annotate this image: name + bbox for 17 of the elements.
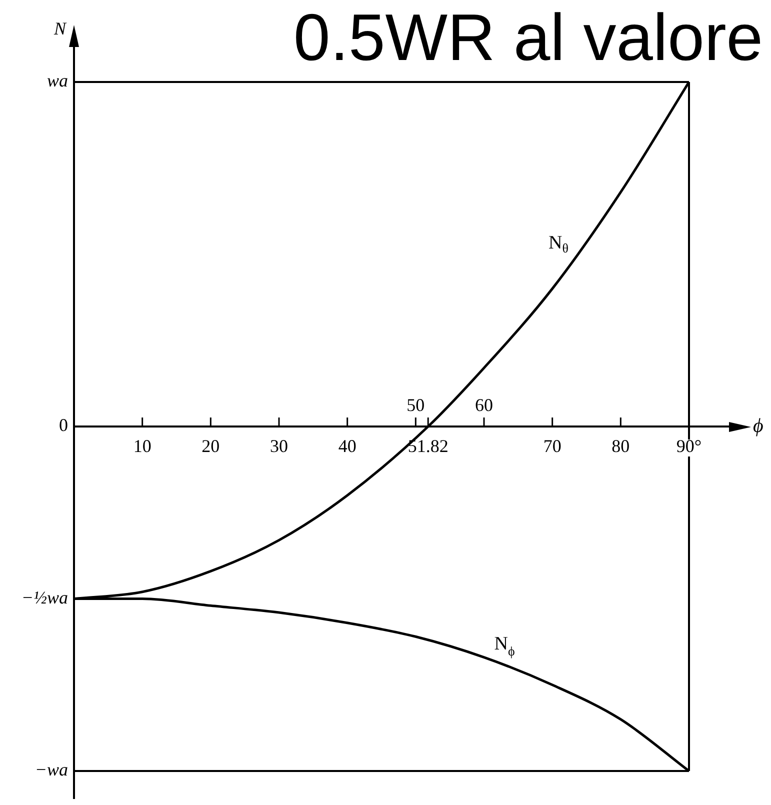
x2-tick-label: 50 <box>406 395 425 416</box>
x-tick-label: 90° <box>676 436 702 456</box>
annotation: −½wa <box>21 587 68 608</box>
x-axis-title: ϕ <box>753 414 764 437</box>
x-tick-label: 40 <box>338 436 356 456</box>
text: 0 <box>59 415 68 436</box>
x-tick-label: 70 <box>543 436 562 456</box>
y-axis-title: N <box>52 18 67 39</box>
ref-line-label: wa <box>46 70 68 91</box>
chart-title: 0.5WR al valore <box>293 0 764 74</box>
x-tick-label: 51.82 <box>408 436 448 456</box>
x2-tick-label: 60 <box>475 395 493 416</box>
x-tick-label: 30 <box>270 436 288 456</box>
x-tick-label: 10 <box>133 436 152 456</box>
x-tick-label: 80 <box>612 436 630 456</box>
x-tick-label: 20 <box>202 436 220 456</box>
ref-line-label: −wa <box>34 760 68 780</box>
